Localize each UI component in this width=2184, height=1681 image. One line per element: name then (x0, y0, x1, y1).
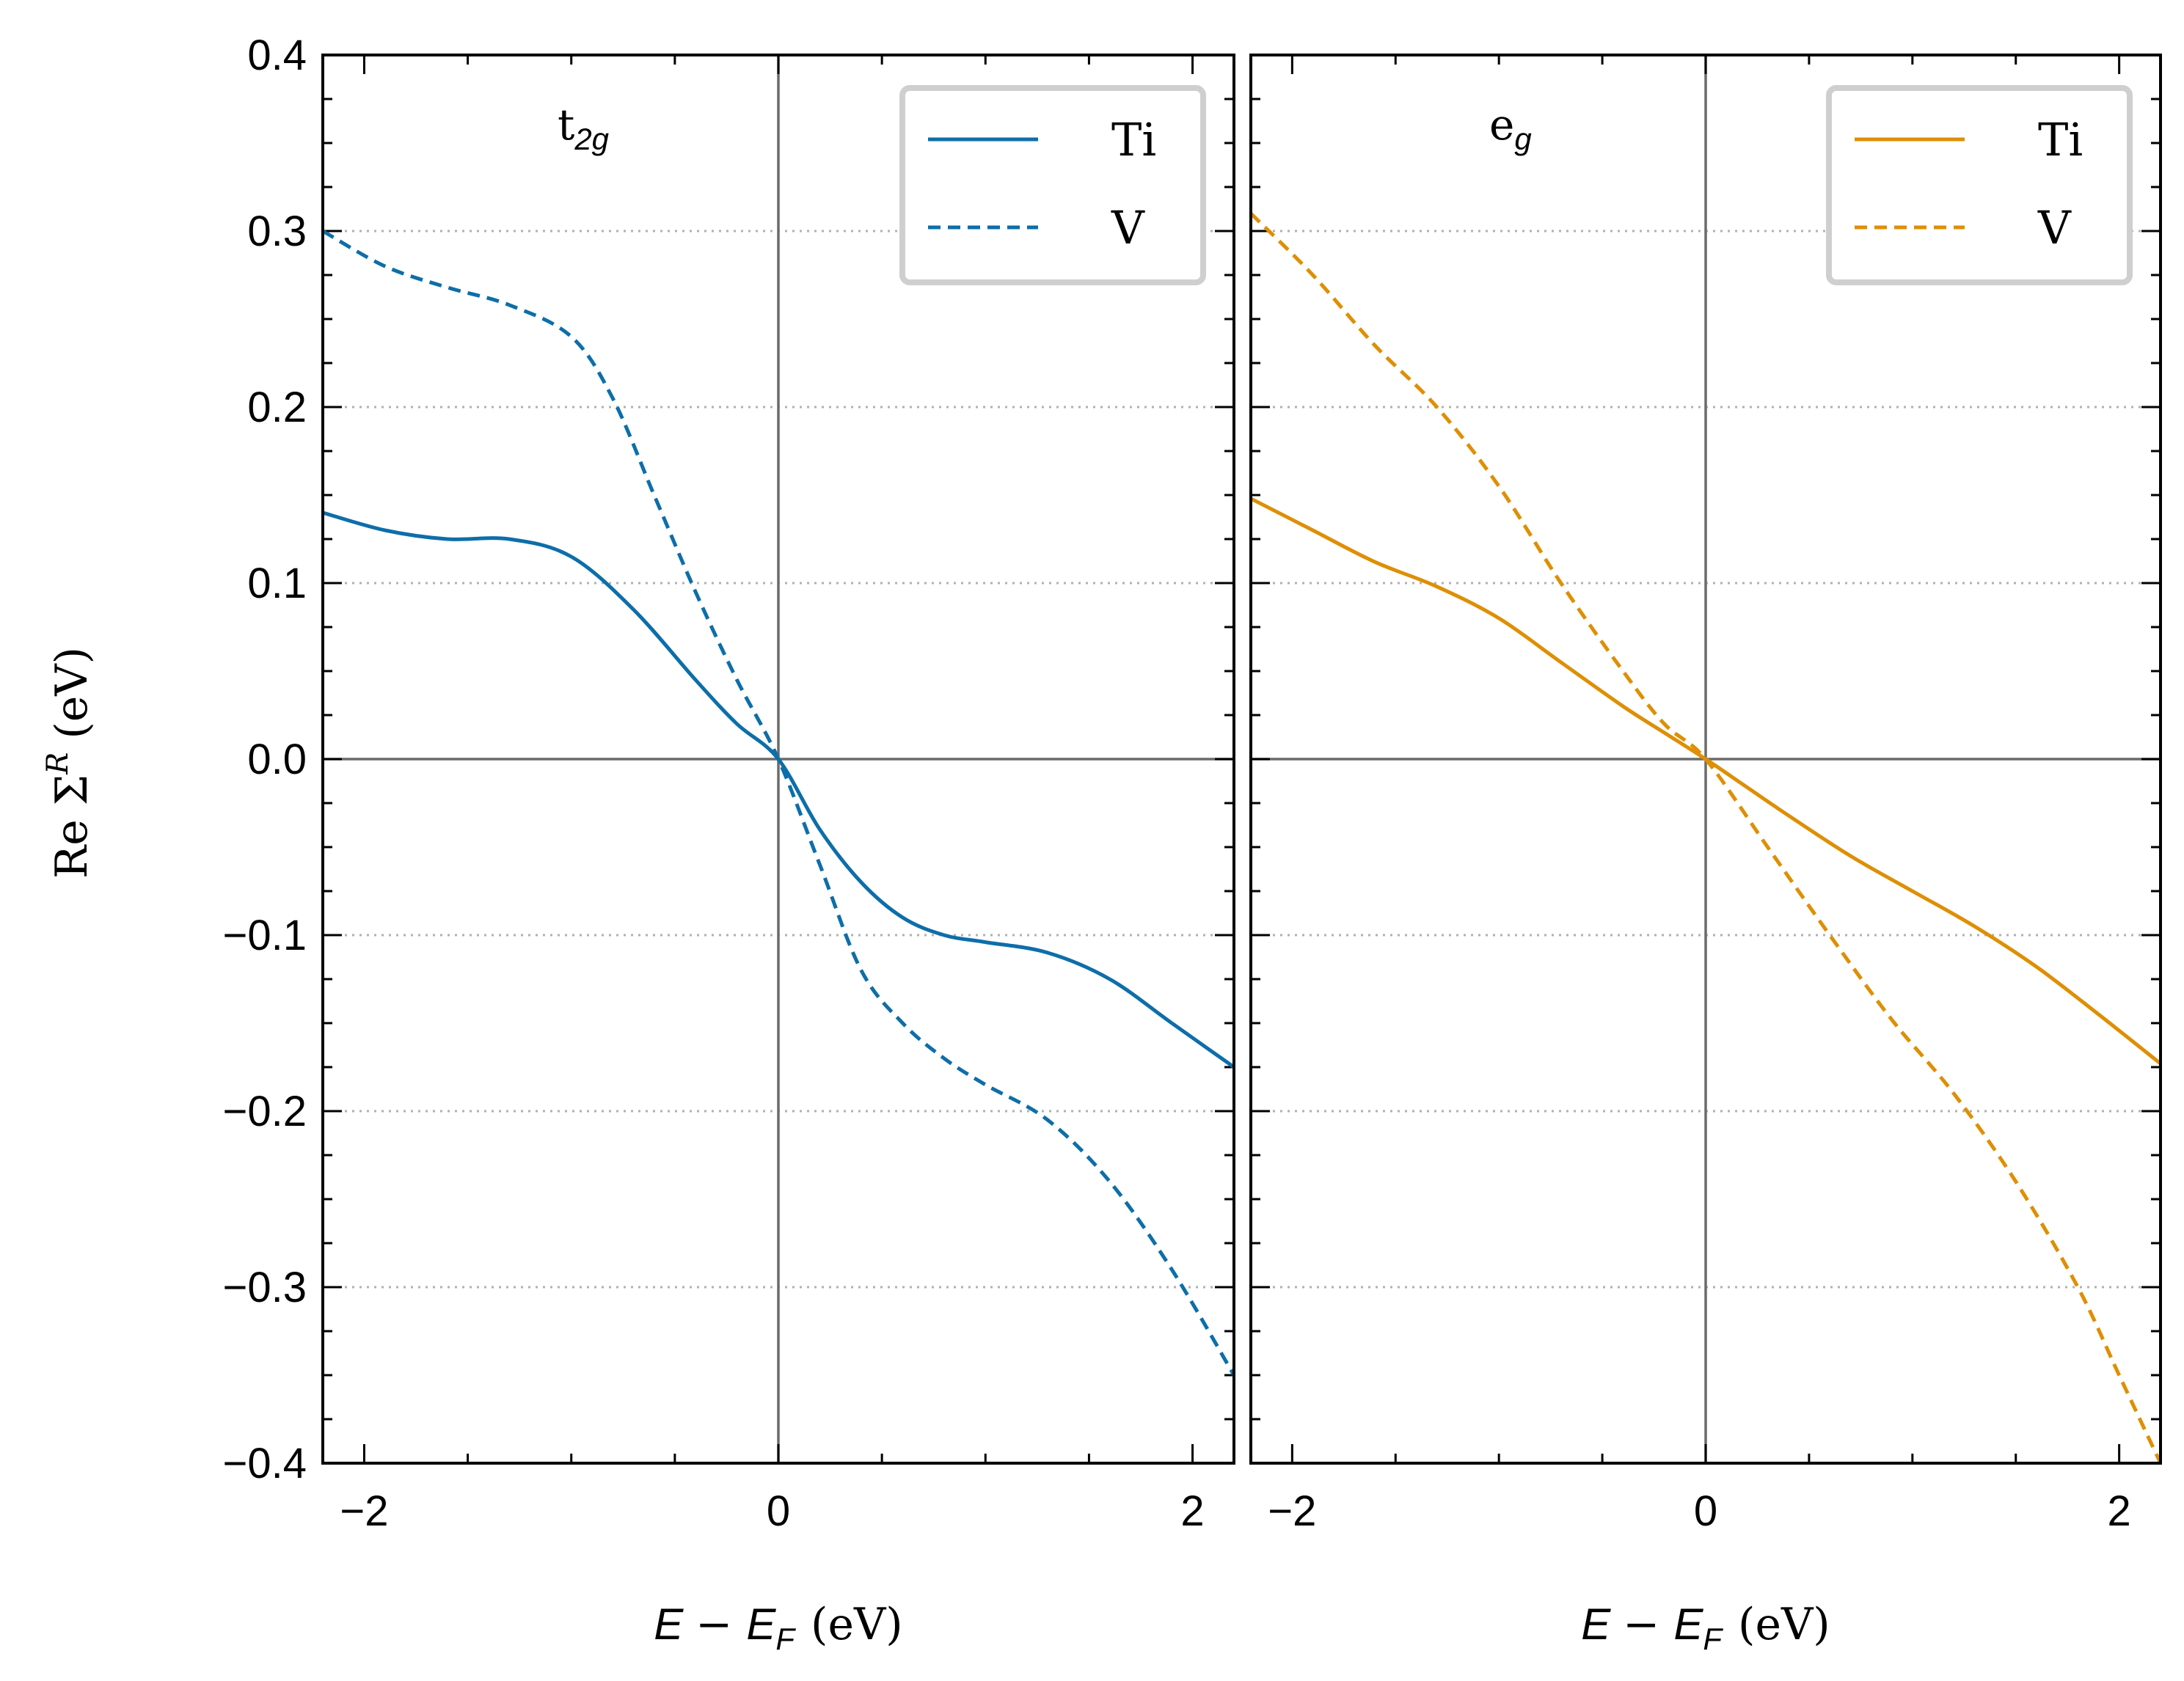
x-axis-label-sub: F (1703, 1622, 1723, 1656)
y-tick-label: 0.2 (247, 384, 307, 431)
series-line-v-dashed (1251, 212, 2161, 1463)
y-tick-label: −0.2 (223, 1088, 307, 1135)
y-tick-label: 0.4 (247, 32, 307, 79)
x-axis-label-minus: − (1623, 1599, 1673, 1650)
plot-frame (321, 54, 1235, 1465)
legend-box (1826, 85, 2133, 285)
y-tick-label: 0.0 (247, 736, 307, 783)
y-axis-label: Re ΣR(eV) (41, 647, 98, 879)
legend-box (899, 85, 1206, 285)
x-axis-label: E − EF (eV) (654, 1599, 902, 1656)
x-axis-label-minus: − (695, 1599, 746, 1650)
x-tick-label: −2 (1268, 1487, 1316, 1535)
legend-label-v: V (2037, 201, 2072, 254)
series-line-ti-solid (323, 510, 1234, 1069)
x-axis-label-unit: (eV) (811, 1599, 903, 1650)
plot-frame (1249, 54, 2162, 1465)
x-axis-label-var2: E (1673, 1600, 1703, 1649)
series-line-v-dashed (323, 229, 1234, 1377)
x-axis-label: E − EF (eV) (1581, 1599, 1830, 1656)
y-tick-label: −0.1 (223, 912, 307, 959)
legend: Ti V (899, 85, 1206, 285)
panel-t2g: −2 0 2 −0.4 −0.3 −0.2 −0.1 0.0 0.1 0.2 0.3 0.4 E − E… (223, 32, 1235, 1656)
legend-label-v: V (1111, 201, 1145, 254)
legend: Ti V (1826, 85, 2133, 285)
x-tick-label: −2 (340, 1487, 388, 1535)
y-tick-label: −0.4 (223, 1440, 307, 1487)
panel-label: t2g (558, 100, 609, 156)
panel-label-main: t (558, 100, 574, 150)
y-tick-label: −0.3 (223, 1264, 307, 1311)
y-tick-label: 0.1 (247, 560, 307, 607)
y-tick-label: 0.3 (247, 208, 307, 255)
panel-eg: −2 0 2E − EF (eV)eg TiV (1249, 54, 2162, 1656)
x-axis-label-var2: E (746, 1600, 776, 1649)
x-axis-label-sub: F (775, 1622, 796, 1656)
panel-label-sub: 2g (574, 122, 609, 156)
x-tick-label: 0 (1694, 1487, 1717, 1535)
legend-label-ti: Ti (2038, 113, 2083, 166)
x-axis-label-var: E (1581, 1600, 1623, 1649)
x-tick-label: 0 (767, 1487, 790, 1535)
x-tick-label: 2 (1180, 1487, 1204, 1535)
panel-label-main: e (1489, 100, 1514, 150)
legend-label-ti: Ti (1111, 113, 1156, 166)
panel-label-sub: g (1514, 122, 1531, 156)
panel-label: eg (1489, 100, 1532, 156)
x-axis-label-var: E (654, 1600, 695, 1649)
x-tick-label: 2 (2108, 1487, 2131, 1535)
x-axis-label-unit: (eV) (1738, 1599, 1830, 1650)
